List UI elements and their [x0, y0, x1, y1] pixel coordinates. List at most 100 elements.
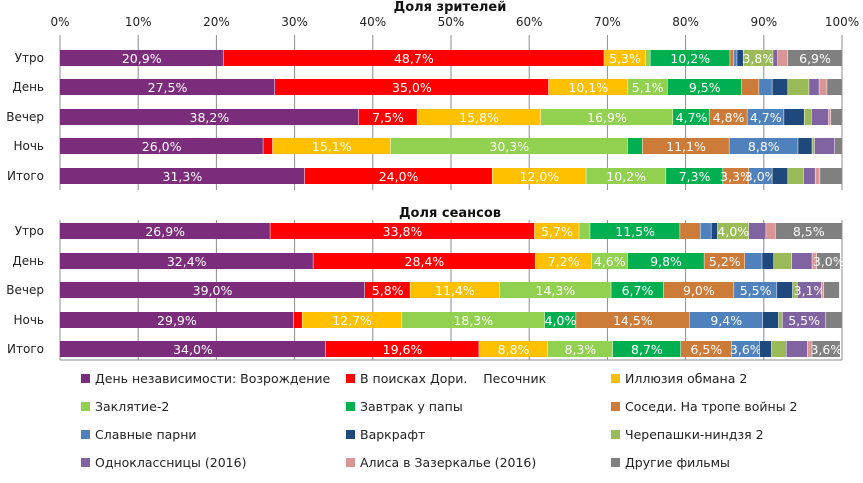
data-label: 32,4%	[167, 254, 207, 269]
legend-label: Соседи. На тропе войны 2	[625, 399, 798, 414]
data-label: 8,5%	[793, 224, 825, 239]
bar-segment	[627, 138, 643, 154]
bar-segment	[548, 79, 628, 95]
bar-segment	[747, 109, 784, 125]
data-label: 26,9%	[145, 224, 185, 239]
data-label: 4,0%	[545, 313, 577, 328]
bar-segment	[666, 168, 723, 184]
legend-item: В поисках Дори. Песочник	[346, 371, 546, 386]
bar-segment	[759, 341, 772, 357]
legend-label: Иллюзия обмана 2	[625, 371, 748, 386]
data-label: 12,0%	[520, 169, 560, 184]
data-label: 4,7%	[750, 110, 782, 125]
bar-segment	[667, 79, 742, 95]
bar-segment	[804, 109, 812, 125]
data-label: 3,8%	[742, 51, 774, 66]
bar-segment	[784, 109, 804, 125]
bar-segment	[812, 138, 815, 154]
legend-item: Алиса в Зазеркалье (2016)	[346, 455, 536, 470]
bar-segment	[293, 312, 302, 328]
legend-label: Алиса в Зазеркалье (2016)	[360, 455, 537, 470]
legend-item: Завтрак у папы	[346, 399, 463, 414]
bar-segment	[824, 282, 840, 298]
bar-segment	[759, 79, 772, 95]
bar-segment	[364, 282, 410, 298]
bar-segment	[604, 50, 646, 66]
bar-segment	[590, 223, 680, 239]
bar-segment	[827, 79, 842, 95]
bar-segment	[60, 253, 313, 269]
bar-segment	[302, 312, 402, 328]
bar-segment	[627, 253, 704, 269]
bar-segment	[762, 253, 774, 269]
bar-segment	[782, 312, 826, 328]
legend-label: Черепашки-ниндзя 2	[625, 427, 764, 442]
bar-segment	[60, 223, 270, 239]
data-label: 15,1%	[312, 139, 352, 154]
category-label: День	[12, 254, 44, 268]
bar-segment	[645, 50, 650, 66]
bar-segment	[663, 282, 734, 298]
bar-segment	[717, 223, 749, 239]
bar-segment	[772, 79, 788, 95]
bar-segment	[803, 168, 815, 184]
data-label: 3,3%	[720, 169, 752, 184]
bar-segment	[711, 223, 718, 239]
bar-segment	[709, 109, 747, 125]
bar-segment	[535, 253, 592, 269]
bar-segment	[812, 341, 840, 357]
legend-label: Славные парни	[95, 427, 197, 442]
data-label: 11,5%	[615, 224, 655, 239]
bar-segment	[788, 50, 842, 66]
bar-segment	[325, 341, 479, 357]
bar-segment	[828, 109, 831, 125]
bar-segment	[680, 223, 700, 239]
data-label: 10,2%	[606, 169, 646, 184]
bar-segment	[270, 223, 535, 239]
bar-segment	[313, 253, 535, 269]
data-label: 5,3%	[609, 51, 641, 66]
bar-segment	[777, 50, 788, 66]
bar-segment	[60, 138, 263, 154]
bar-segment	[547, 341, 613, 357]
x-tick-label: 30%	[281, 15, 308, 29]
x-tick-label: 40%	[359, 15, 386, 29]
legend-swatch	[346, 458, 355, 467]
chart-title: Доля сеансов	[399, 206, 501, 221]
bar-segment	[499, 282, 611, 298]
data-label: 7,5%	[372, 110, 404, 125]
legend-item: Заклятие-2	[81, 399, 169, 414]
data-label: 5,5%	[740, 283, 772, 298]
legend-item: День независимости: Возрождение	[81, 371, 330, 386]
bar-segment	[825, 312, 842, 328]
bar-segment	[792, 282, 797, 298]
bar-segment	[809, 79, 819, 95]
legend-swatch	[81, 374, 90, 383]
bar-segment	[611, 282, 664, 298]
bar-segment	[263, 138, 273, 154]
data-label: 15,8%	[459, 110, 499, 125]
legend-label: Одноклассницы (2016)	[95, 455, 247, 470]
data-label: 9,4%	[710, 313, 742, 328]
data-label: 39,0%	[193, 283, 233, 298]
bar-segment	[60, 282, 365, 298]
bar-segment	[417, 109, 541, 125]
bar-segment	[390, 138, 628, 154]
bar-segment	[60, 312, 294, 328]
bar-segment	[680, 341, 732, 357]
data-label: 14,5%	[613, 313, 653, 328]
bar-segment	[772, 168, 788, 184]
bar-segment	[673, 109, 710, 125]
bar-segment	[704, 253, 745, 269]
bar-segment	[748, 168, 772, 184]
legend-label: Варкрафт	[360, 427, 426, 442]
data-label: 6,7%	[622, 283, 654, 298]
bar-segment	[401, 312, 545, 328]
bar-segment	[534, 223, 579, 239]
x-tick-label: 10%	[125, 15, 152, 29]
data-label: 34,0%	[173, 342, 213, 357]
data-label: 6,9%	[799, 51, 831, 66]
data-label: 10,1%	[568, 80, 608, 95]
bar-segment	[223, 50, 604, 66]
bar-segment	[811, 109, 829, 125]
